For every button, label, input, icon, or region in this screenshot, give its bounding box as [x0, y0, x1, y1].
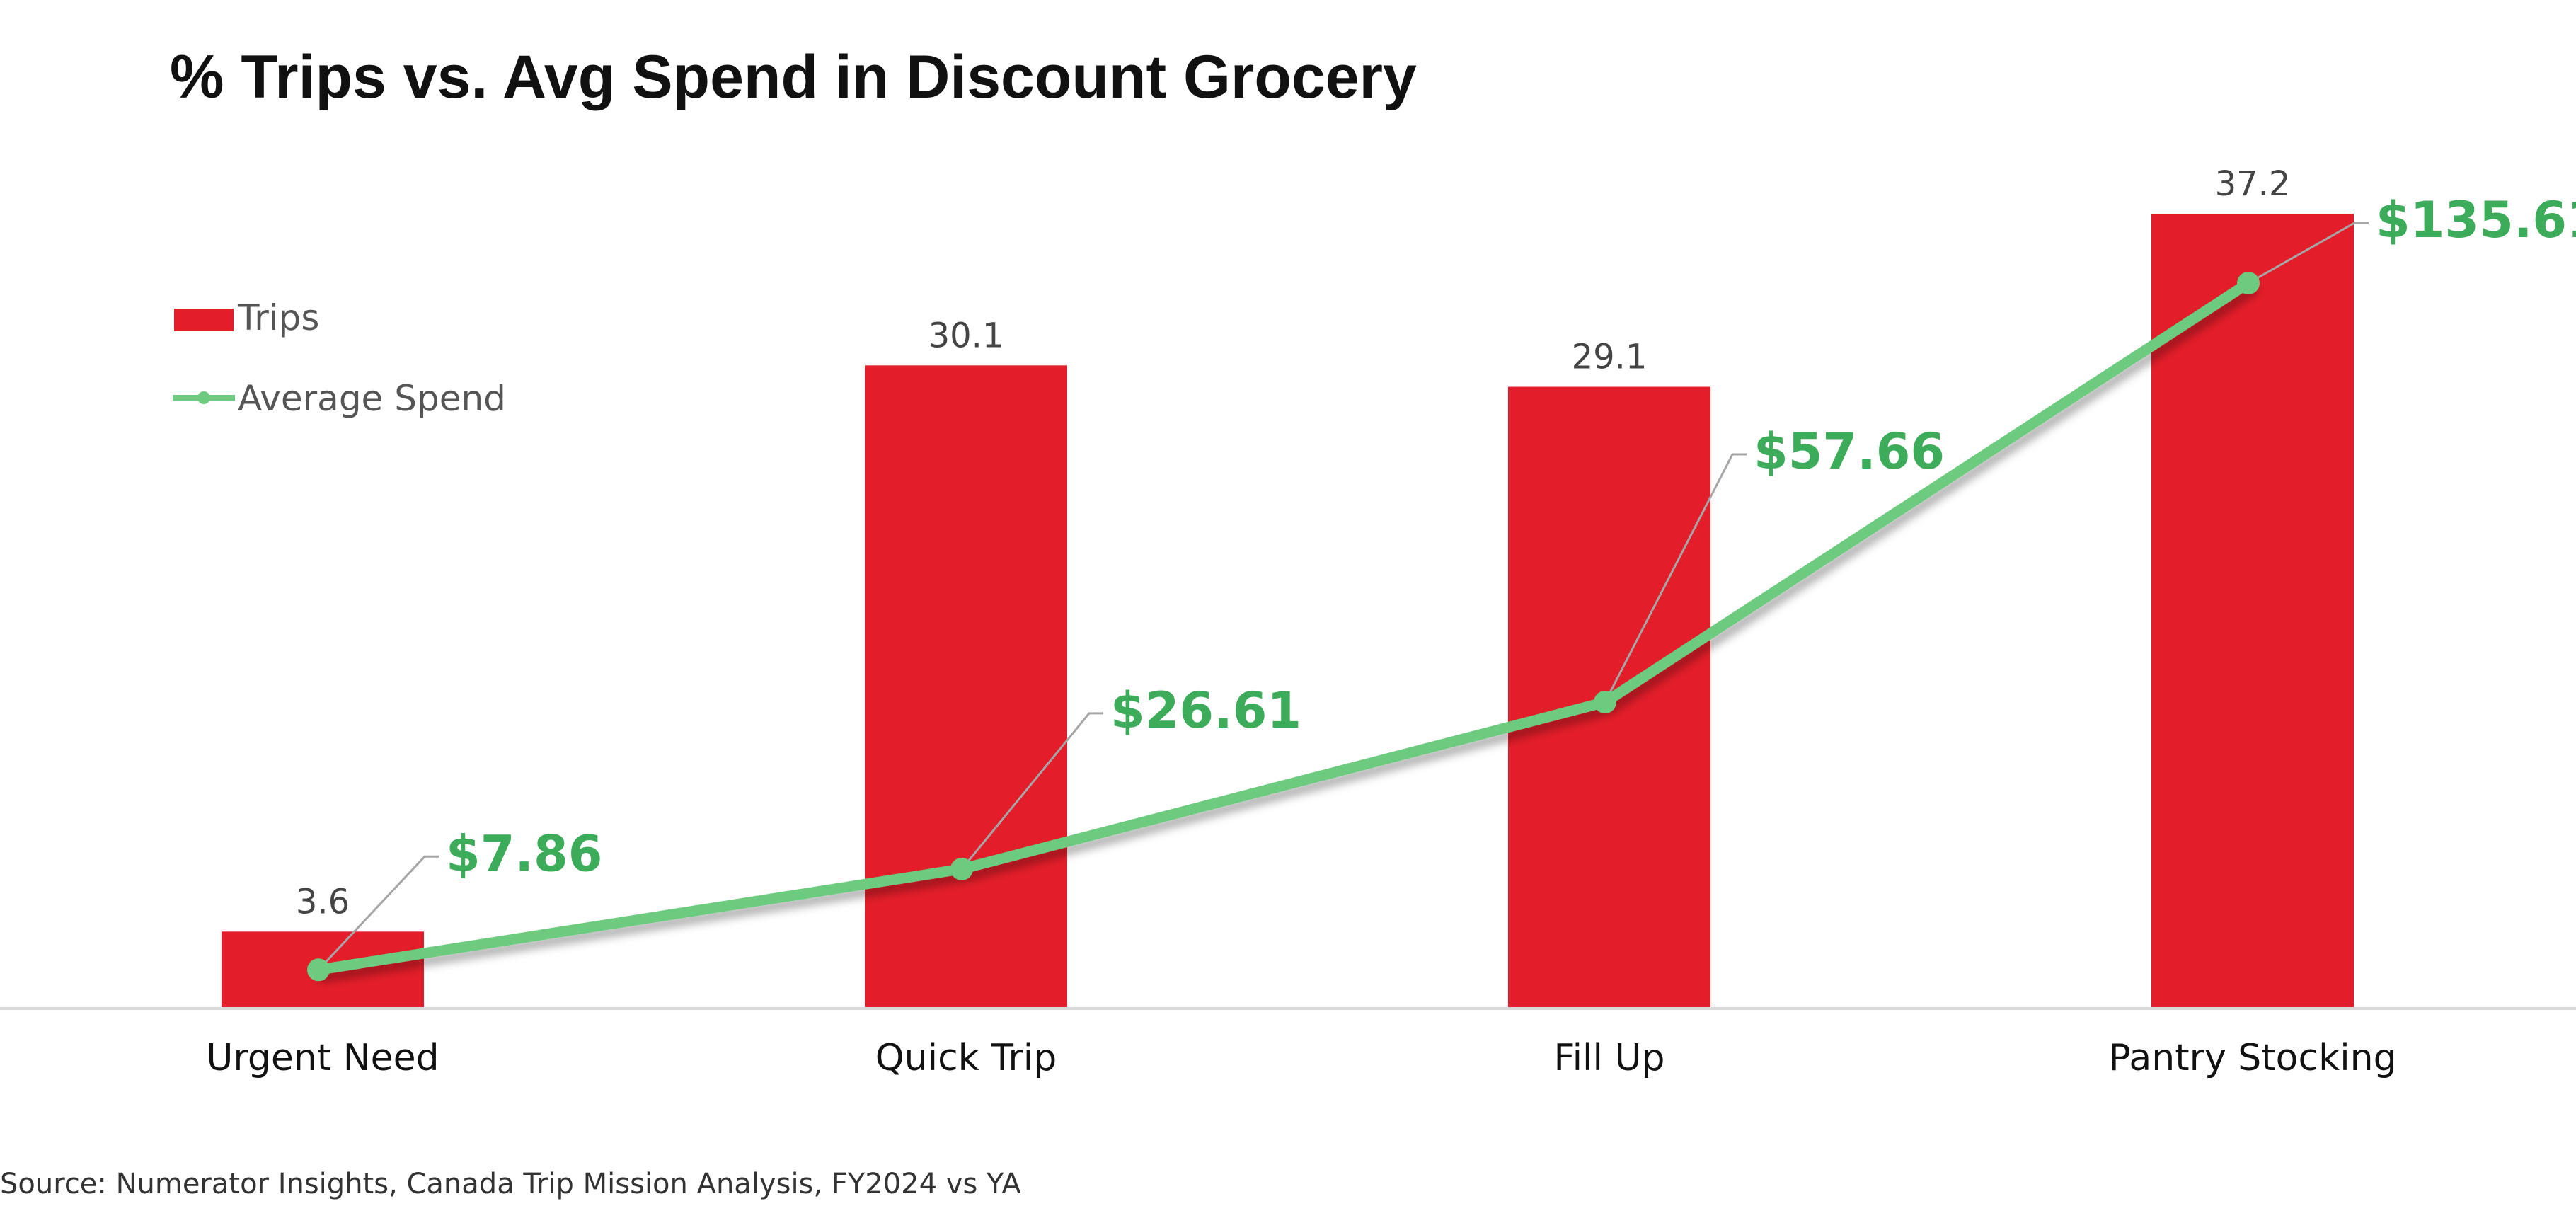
leader-line-urgent-need — [317, 855, 439, 971]
spend-label-fill-up: $57.66 — [1754, 423, 1945, 481]
chart-title: % Trips vs. Avg Spend in Discount Grocer… — [170, 43, 1417, 111]
spend-label-quick-trip: $26.61 — [1110, 682, 1301, 740]
category-label-urgent-need: Urgent Need — [206, 1037, 439, 1079]
bar-pantry-stocking — [2151, 214, 2354, 1009]
trips-bars — [222, 214, 2354, 1009]
category-label-quick-trip: Quick Trip — [875, 1037, 1057, 1079]
category-label-pantry-stocking: Pantry Stocking — [2108, 1037, 2396, 1079]
legend-average-spend-marker — [197, 391, 210, 404]
category-labels: Urgent Need Quick Trip Fill Up Pantry Stock… — [206, 1037, 2396, 1079]
spend-marker-urgent-need — [307, 958, 330, 982]
source-note: Source: Numerator Insights, Canada Trip … — [0, 1168, 1021, 1200]
legend-trips-label: Trips — [237, 297, 319, 338]
spend-marker-pantry-stocking — [2237, 272, 2260, 294]
bar-label-quick-trip: 30.1 — [928, 316, 1004, 355]
spend-label-pantry-stocking: $135.61 — [2376, 191, 2576, 249]
average-spend-series — [307, 272, 2260, 982]
bar-label-fill-up: 29.1 — [1572, 338, 1648, 377]
bar-label-urgent-need: 3.6 — [296, 882, 350, 921]
legend-trips-swatch — [174, 309, 234, 331]
average-spend-line — [313, 277, 2254, 975]
spend-data-labels: $7.86 $26.61 $57.66 $135.61 — [446, 191, 2576, 883]
leader-line-fill-up — [1604, 453, 1747, 703]
spend-label-urgent-need: $7.86 — [446, 825, 602, 883]
leader-line-pantry-stocking — [2248, 222, 2369, 285]
legend-average-spend-label: Average Spend — [238, 378, 506, 419]
bar-quick-trip — [865, 365, 1067, 1009]
spend-marker-fill-up — [1594, 691, 1616, 714]
spend-leader-lines — [317, 222, 2369, 971]
bar-label-pantry-stocking: 37.2 — [2215, 164, 2291, 204]
category-label-fill-up: Fill Up — [1553, 1037, 1664, 1079]
leader-line-quick-trip — [960, 712, 1103, 870]
trips-data-labels: 3.6 30.1 29.1 37.2 — [296, 164, 2291, 921]
spend-marker-quick-trip — [950, 857, 973, 880]
legend: Trips Average Spend — [173, 297, 506, 419]
